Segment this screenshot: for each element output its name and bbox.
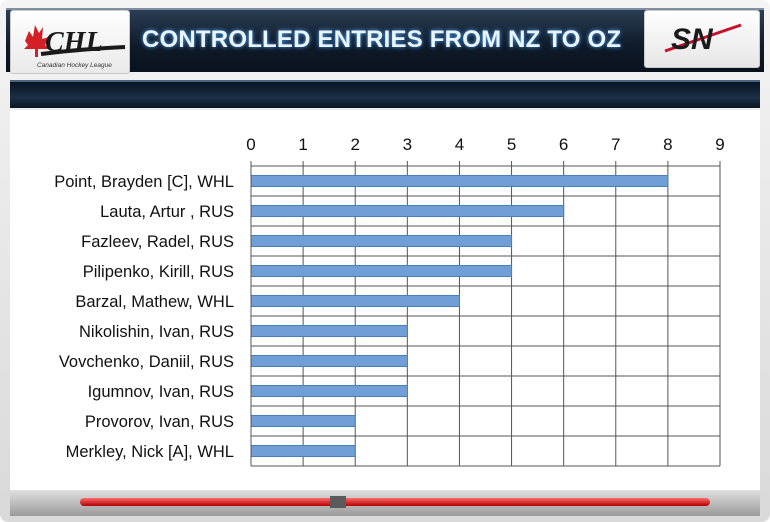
category-label: Merkley, Nick [A], WHL [66, 443, 234, 461]
x-tick-label: 8 [663, 135, 672, 154]
bar [250, 445, 356, 457]
footer-band [10, 490, 760, 516]
sub-band [10, 80, 760, 108]
bar [250, 355, 408, 367]
category-label: Fazleev, Radel, RUS [81, 233, 234, 251]
bar [250, 205, 565, 217]
x-tick-label: 1 [298, 135, 307, 154]
x-tick-label: 5 [507, 135, 516, 154]
category-label: Barzal, Mathew, WHL [75, 293, 234, 311]
category-label: Point, Brayden [C], WHL [54, 173, 234, 191]
bar [250, 415, 356, 427]
maple-leaf-icon [24, 25, 49, 57]
category-label: Vovchenko, Daniil, RUS [59, 353, 234, 371]
x-tick-label: 3 [403, 135, 412, 154]
sn-logo-text: SN [671, 23, 714, 56]
sn-logo: SN [644, 10, 760, 68]
chl-logo-subtext: Canadian Hockey League [37, 62, 112, 69]
chl-logo: CHL Canadian Hockey League [10, 10, 130, 74]
bar [250, 235, 513, 247]
chart-title: CONTROLLED ENTRIES FROM NZ TO OZ [142, 26, 622, 53]
x-tick-label: 9 [715, 135, 724, 154]
bar [250, 295, 460, 307]
x-tick-label: 7 [611, 135, 620, 154]
category-label: Nikolishin, Ivan, RUS [79, 323, 234, 341]
title-banner [6, 8, 764, 72]
footer-divider [330, 496, 346, 508]
x-tick-label: 2 [350, 135, 359, 154]
x-tick-label: 4 [455, 135, 464, 154]
footer-accent-bar [80, 498, 710, 506]
bar [250, 265, 513, 277]
category-label: Pilipenko, Kirill, RUS [83, 263, 234, 281]
category-label: Provorov, Ivan, RUS [85, 413, 234, 431]
x-tick-label: 6 [559, 135, 568, 154]
x-tick-label: 0 [246, 135, 255, 154]
bar [250, 325, 408, 337]
category-label: Lauta, Artur , RUS [100, 203, 234, 221]
bar [250, 385, 408, 397]
category-label: Igumnov, Ivan, RUS [88, 383, 234, 401]
bar [250, 175, 669, 187]
